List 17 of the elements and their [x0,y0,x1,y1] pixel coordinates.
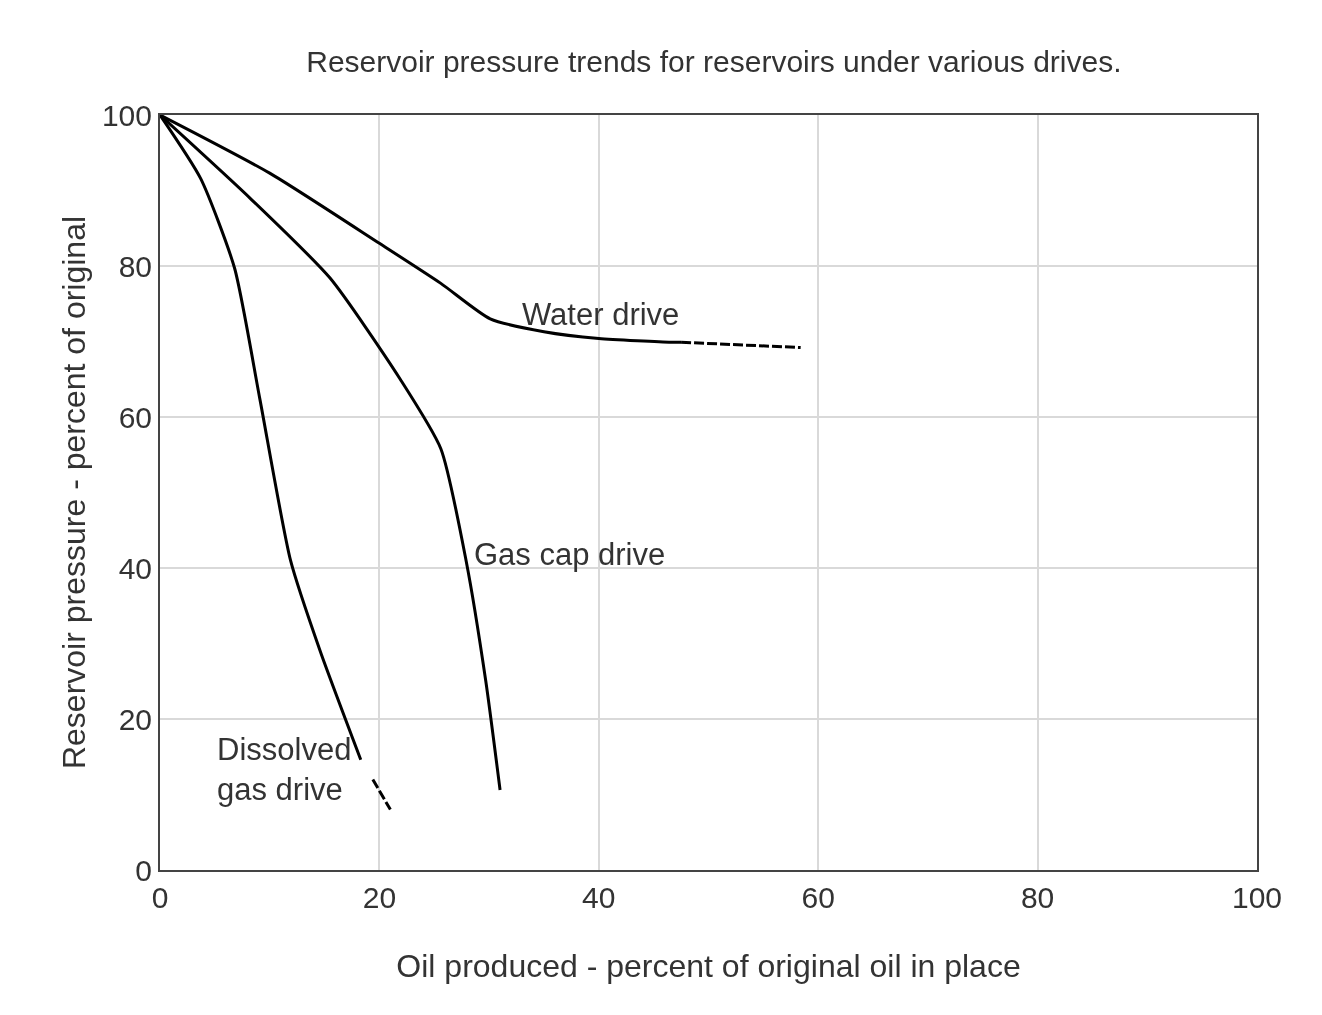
x-axis-title: Oil produced - percent of original oil in place [396,948,1021,984]
series-label: Gas cap drive [474,537,666,572]
y-tick-label: 0 [135,853,152,887]
x-tick-label: 40 [582,881,616,914]
y-tick-label: 40 [118,551,152,585]
y-tick-label: 60 [118,400,152,434]
y-tick-label: 20 [118,702,152,736]
y-tick-label: 100 [101,98,152,132]
x-tick-label: 100 [1231,881,1283,914]
chart-title: Reservoir pressure trends for reservoirs under various drives. [306,44,1122,78]
x-tick-label: 80 [1020,881,1055,914]
series-label: Water drive [522,297,680,332]
y-tick-label: 80 [118,249,152,283]
x-tick-label: 20 [362,881,397,914]
y-axis-title: Reservoir pressure - percent of original [56,215,92,770]
x-tick-label: 60 [801,881,835,914]
series-label: Dissolved gas drive [217,732,352,808]
